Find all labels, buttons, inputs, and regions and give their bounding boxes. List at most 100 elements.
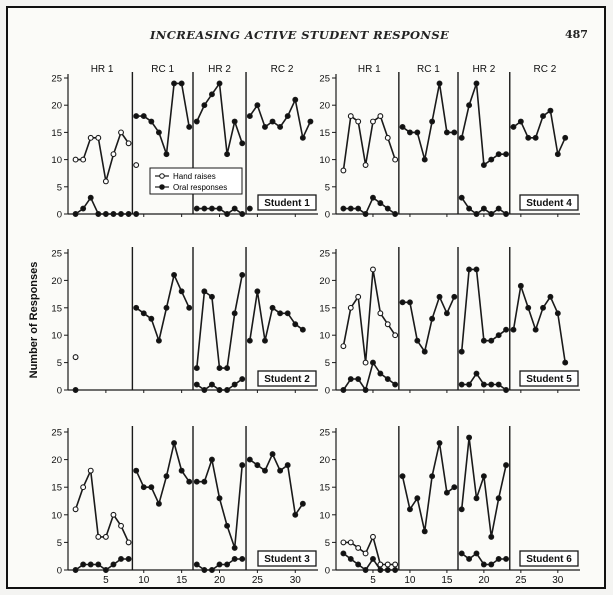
hand-raises-point xyxy=(87,134,94,141)
hand-raises-point xyxy=(355,293,362,300)
oral-responses-point xyxy=(347,376,354,382)
hand-raises-point xyxy=(384,561,391,568)
oral-responses-point xyxy=(72,211,79,217)
x-tick-label: 25 xyxy=(515,575,527,586)
combined-responses-point xyxy=(480,337,487,344)
legend-oral-marker xyxy=(159,184,165,190)
combined-responses-point xyxy=(488,156,495,163)
combined-responses-point xyxy=(178,288,185,295)
combined-responses-point xyxy=(186,124,193,130)
y-tick-label: 10 xyxy=(319,510,330,521)
oral-responses-later-point xyxy=(488,561,495,568)
combined-responses-point xyxy=(299,134,306,141)
combined-responses-point xyxy=(140,484,147,491)
panel-student-5: 0 5 10 15 20 25 Student 5 xyxy=(319,247,580,397)
combined-responses-point xyxy=(216,80,223,87)
combined-responses-point xyxy=(292,511,299,518)
oral-responses-later-point xyxy=(466,381,473,388)
combined-responses-point xyxy=(163,473,170,480)
hand-raises-point xyxy=(362,162,369,168)
combined-responses-point xyxy=(239,140,246,147)
combined-responses-point xyxy=(429,315,436,322)
combined-responses-point xyxy=(473,266,480,273)
oral-responses-later-point xyxy=(473,370,480,377)
y-tick-label: 25 xyxy=(319,428,330,439)
y-tick-label: 25 xyxy=(319,249,330,260)
combined-responses-point xyxy=(171,440,178,446)
oral-responses-later-point xyxy=(473,550,480,557)
oral-responses-point xyxy=(362,211,369,217)
oral-responses-point xyxy=(72,387,79,393)
combined-responses-point xyxy=(466,102,473,109)
student-name-box xyxy=(519,550,579,567)
oral-responses-later-point xyxy=(216,561,223,568)
combined-responses-point xyxy=(540,304,546,311)
y-tick-label: 15 xyxy=(51,128,62,139)
oral-responses-later-point xyxy=(224,561,231,568)
oral-responses-later-point xyxy=(201,567,208,573)
y-tick-label: 0 xyxy=(57,566,62,577)
oral-responses-later-point xyxy=(193,381,200,388)
panel-student-1: 0 5 10 15 20 25 HR 1 RC 1 HR 2 RC 2 Student 1 Hand … xyxy=(51,64,318,221)
combined-responses-point xyxy=(451,484,458,491)
phase-label: RC 2 xyxy=(533,64,556,75)
hand-raises-point xyxy=(392,156,399,163)
oral-responses-later-point xyxy=(231,205,238,212)
phase-label: HR 2 xyxy=(472,64,495,75)
combined-responses-point xyxy=(436,440,443,446)
combined-responses-point xyxy=(458,348,465,355)
combined-responses-point xyxy=(262,467,268,474)
y-tick-label: 15 xyxy=(319,128,330,139)
combined-responses-point xyxy=(163,304,170,311)
y-tick-label: 20 xyxy=(319,276,330,287)
combined-responses-point xyxy=(186,478,193,485)
oral-responses-later-point xyxy=(216,387,223,393)
combined-responses-point xyxy=(262,337,268,344)
combined-responses-point xyxy=(201,478,208,485)
combined-responses-line xyxy=(512,285,566,363)
oral-responses-point xyxy=(118,556,124,562)
combined-responses-point xyxy=(246,456,253,463)
x-tick-label: 15 xyxy=(176,575,188,586)
combined-responses-point xyxy=(488,337,495,344)
combined-responses-point xyxy=(406,129,413,136)
combined-responses-point xyxy=(148,484,155,491)
oral-responses-later-point xyxy=(480,205,487,212)
combined-responses-point xyxy=(451,129,458,136)
combined-responses-point xyxy=(562,134,569,141)
y-tick-label: 20 xyxy=(319,455,330,466)
oral-responses-later-point xyxy=(224,211,231,217)
oral-responses-point xyxy=(72,567,79,573)
combined-responses-point xyxy=(547,293,554,300)
hand-raises-point xyxy=(118,522,124,529)
oral-responses-later-point xyxy=(239,556,246,562)
combined-responses-point xyxy=(451,293,458,300)
combined-responses-point xyxy=(525,134,532,141)
combined-responses-point xyxy=(208,456,215,463)
panel-student-2: 0 5 10 15 20 25 Student 2 xyxy=(51,247,318,397)
x-tick-label: 30 xyxy=(552,575,564,586)
combined-responses-point xyxy=(155,337,162,344)
oral-responses-later-point xyxy=(488,381,495,388)
oral-responses-later-point xyxy=(201,205,208,212)
combined-responses-point xyxy=(406,506,413,513)
combined-responses-point xyxy=(155,500,162,507)
hand-raises-point xyxy=(384,321,391,328)
oral-responses-later-point xyxy=(480,381,487,388)
panel-student-6: 0 5 10 15 20 25 5 10 15 20 25 30 Student 6 xyxy=(319,426,580,586)
hand-raises-point xyxy=(370,533,376,540)
combined-responses-point xyxy=(421,348,428,355)
combined-responses-point xyxy=(443,129,450,136)
combined-responses-point xyxy=(193,365,200,372)
oral-responses-point xyxy=(370,556,376,562)
y-tick-label: 10 xyxy=(51,331,62,342)
oral-responses-point xyxy=(384,205,391,212)
combined-responses-point xyxy=(193,478,200,485)
combined-responses-point xyxy=(178,467,185,474)
combined-responses-point xyxy=(216,495,223,502)
combined-responses-point xyxy=(239,462,246,469)
combined-responses-point xyxy=(224,365,231,372)
hand-raises-point xyxy=(72,354,79,361)
combined-responses-point xyxy=(458,134,465,141)
combined-responses-point xyxy=(503,326,510,333)
